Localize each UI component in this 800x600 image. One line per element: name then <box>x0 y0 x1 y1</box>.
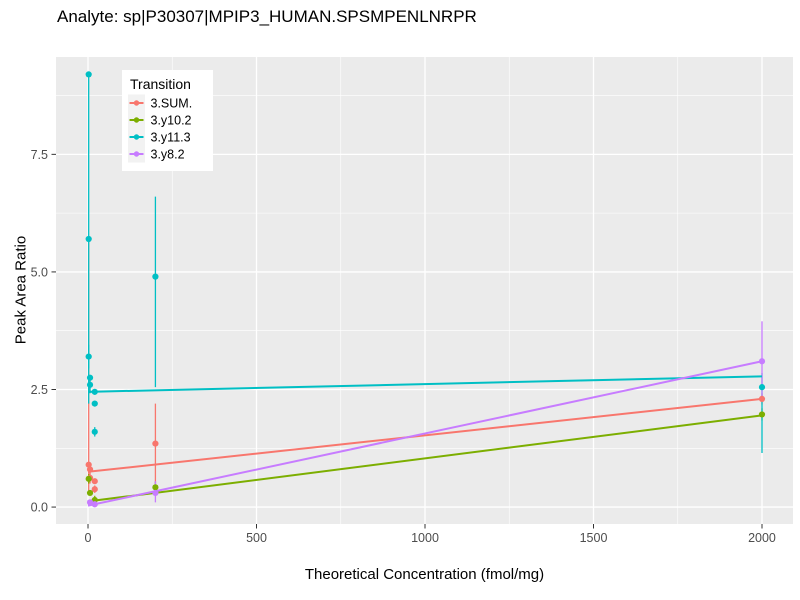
x-tick-label: 1500 <box>580 531 608 545</box>
data-point <box>758 358 766 365</box>
data-point <box>86 499 94 506</box>
legend-key-point <box>133 117 140 123</box>
data-point <box>758 395 766 403</box>
data-point <box>86 489 94 497</box>
data-point <box>91 400 98 407</box>
x-tick-label: 0 <box>85 531 92 545</box>
legend-item-label: 3.y8.2 <box>151 148 185 162</box>
legend-item-label: 3.SUM. <box>151 97 193 111</box>
data-point <box>91 486 98 493</box>
data-point <box>86 374 94 381</box>
data-point <box>152 440 159 447</box>
data-point <box>85 461 92 468</box>
trend-line <box>87 397 763 473</box>
legend: Transition 3.SUM. 3.y10.2 3.y11.3 3.y8.2 <box>122 70 213 171</box>
data-point <box>91 478 98 485</box>
y-tick-label: 7.5 <box>31 148 48 162</box>
y-tick-label: 0.0 <box>31 501 48 515</box>
legend-key-point <box>133 100 140 106</box>
legend-item-label: 3.y11.3 <box>151 131 191 145</box>
data-point <box>152 489 159 497</box>
data-point <box>152 273 159 280</box>
legend-key-point <box>133 134 140 140</box>
data-point <box>86 381 94 388</box>
data-point <box>86 466 94 473</box>
data-point <box>91 388 98 395</box>
data-point <box>91 501 98 508</box>
x-tick-label: 2000 <box>748 531 776 545</box>
data-point <box>85 235 92 243</box>
x-tick-label: 1000 <box>411 531 439 545</box>
trend-line <box>87 375 763 393</box>
data-point <box>758 411 766 418</box>
data-point <box>152 484 159 491</box>
legend-title: Transition <box>130 76 191 92</box>
y-tick-label: 2.5 <box>31 383 48 397</box>
data-point <box>91 428 98 435</box>
x-tick-label: 500 <box>246 531 267 545</box>
data-point <box>85 353 92 360</box>
data-point <box>758 384 766 391</box>
trend-line <box>87 360 763 507</box>
y-tick-label: 5.0 <box>31 265 48 279</box>
data-point <box>85 71 92 78</box>
legend-item-label: 3.y10.2 <box>151 114 192 128</box>
x-axis-label: Theoretical Concentration (fmol/mg) <box>304 566 545 583</box>
data-point <box>85 475 92 482</box>
trend-line <box>87 414 763 503</box>
chart-title: Analyte: sp|P30307|MPIP3_HUMAN.SPSMPENLN… <box>57 7 477 26</box>
legend-key-point <box>133 151 140 157</box>
